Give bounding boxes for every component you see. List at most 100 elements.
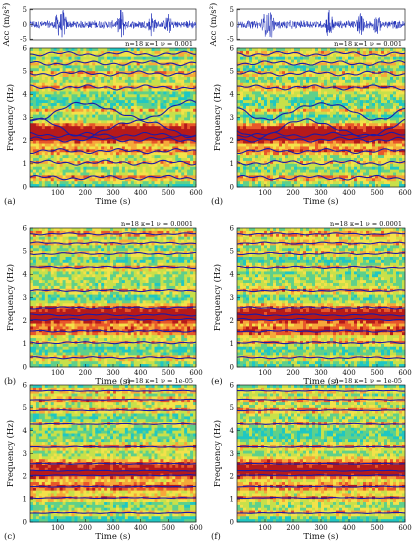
ytick-label: 3 [23, 294, 27, 302]
ytick-label: 3 [230, 114, 234, 122]
frequency-track-line [236, 60, 406, 66]
panel-label: (e) [211, 376, 223, 387]
ytick-label: 4 [23, 91, 28, 99]
xtick-label: 500 [370, 524, 383, 532]
ytick-label: 6 [230, 381, 235, 389]
xtick-label: 600 [189, 524, 202, 532]
frequency-track-line [29, 409, 196, 412]
panel-label: (f) [211, 531, 221, 542]
frequency-track-line [30, 50, 197, 57]
acc-ytick-label: 5 [230, 6, 234, 14]
ytick-label: 2 [230, 137, 234, 145]
ytick-label: 4 [23, 427, 28, 435]
ytick-label: 2 [23, 317, 27, 325]
ytick-label: 1 [23, 496, 27, 504]
frequency-track-line [237, 462, 405, 465]
frequency-track-line [29, 317, 197, 322]
xtick-label: 100 [258, 524, 271, 532]
xtick-label: 500 [370, 369, 383, 377]
frequency-track-line [29, 341, 197, 345]
ytick-label: 5 [230, 248, 234, 256]
ytick-label: 0 [23, 363, 27, 371]
frequency-track-line [236, 445, 406, 448]
frequency-track-line [236, 241, 406, 245]
xtick-label: 200 [286, 369, 299, 377]
ytick-label: 6 [23, 381, 28, 389]
xtick-label: 400 [134, 369, 147, 377]
ytick-label: 3 [23, 450, 27, 458]
xlabel: Time (s) [95, 531, 130, 542]
frequency-track-line [236, 409, 405, 412]
frequency-track-line [29, 356, 197, 360]
panel-annotation: n=18 κ=1 ν = 0.0001 [330, 220, 402, 228]
frequency-track-line [237, 265, 406, 269]
xtick-label: 300 [314, 524, 327, 532]
panel-f: 0 1 2 3 4 5 6 100 200 300 400 500 600 Time (s) Frequen… [211, 377, 412, 542]
frequency-track-line [237, 485, 405, 488]
acc-axes-frame [29, 8, 197, 41]
ytick-label: 1 [23, 340, 27, 348]
ytick-label: 6 [230, 224, 235, 232]
panel-annotation: n=18 κ=1 ν = 0.001 [125, 40, 193, 48]
frequency-track-line [29, 511, 197, 514]
frequency-track-line [30, 313, 197, 317]
ytick-label: 2 [23, 137, 27, 145]
xtick-label: 200 [79, 189, 92, 197]
frequency-tracks [236, 232, 406, 360]
panel-annotation: n=18 κ=1 ν = 0.001 [334, 40, 402, 48]
frequency-track-line [29, 117, 197, 139]
frequency-track-line [236, 84, 406, 91]
frequency-track-line [29, 84, 197, 91]
ytick-label: 6 [230, 44, 235, 52]
acc-ytick-label: 0 [23, 21, 27, 29]
xtick-label: 200 [286, 524, 299, 532]
xtick-label: 300 [106, 369, 119, 377]
xtick-label: 400 [342, 524, 355, 532]
panel-e: 0 1 2 3 4 5 6 100 200 300 400 500 600 Time (s) Frequen… [211, 220, 412, 387]
spectrogram [237, 48, 406, 188]
ytick-label: 5 [230, 68, 234, 76]
frequency-tracks [236, 389, 406, 514]
ytick-label: 5 [230, 404, 234, 412]
ylabel: Frequency (Hz) [5, 420, 16, 487]
xtick-label: 600 [398, 524, 411, 532]
xtick-label: 500 [162, 369, 175, 377]
frequency-track-line [236, 70, 406, 77]
ytick-label: 5 [23, 248, 27, 256]
xlabel: Time (s) [303, 196, 338, 207]
frequency-track-line [236, 474, 406, 477]
xtick-label: 300 [314, 369, 327, 377]
xtick-label: 500 [370, 189, 383, 197]
frequency-track-line [236, 329, 405, 333]
spectrogram [237, 228, 406, 368]
ylabel: Frequency (Hz) [5, 84, 16, 151]
ytick-label: 0 [23, 518, 27, 526]
frequency-track-line [29, 60, 197, 67]
panel-a: -5 0 5 Acc (m/s²) 0 1 2 3 4 5 6 100 200 300 400 500 600 T… [1, 3, 203, 207]
ytick-label: 6 [23, 44, 28, 52]
frequency-tracks [29, 232, 197, 360]
acc-ytick-label: 0 [230, 21, 234, 29]
ytick-label: 0 [230, 518, 234, 526]
xtick-label: 100 [258, 369, 271, 377]
panel-label: (b) [4, 376, 16, 387]
ytick-label: 1 [230, 340, 234, 348]
ytick-label: 2 [230, 473, 234, 481]
acc-signal-plot: -5 0 5 Acc (m/s²) [208, 3, 406, 47]
spectrogram [30, 48, 197, 188]
acc-ylabel: Acc (m/s²) [1, 3, 12, 48]
xtick-label: 500 [162, 189, 175, 197]
xtick-label: 400 [342, 189, 355, 197]
ytick-label: 5 [23, 68, 27, 76]
frequency-track-line [29, 232, 197, 236]
xlabel: Time (s) [95, 376, 130, 387]
panel-label: (a) [4, 196, 16, 207]
frequency-track-line [236, 496, 406, 500]
panel-label: (c) [4, 531, 15, 542]
frequency-track-line [236, 341, 406, 345]
frequency-tracks [29, 389, 197, 514]
ytick-label: 3 [23, 114, 27, 122]
xlabel: Time (s) [95, 196, 130, 207]
xtick-label: 300 [314, 189, 327, 197]
